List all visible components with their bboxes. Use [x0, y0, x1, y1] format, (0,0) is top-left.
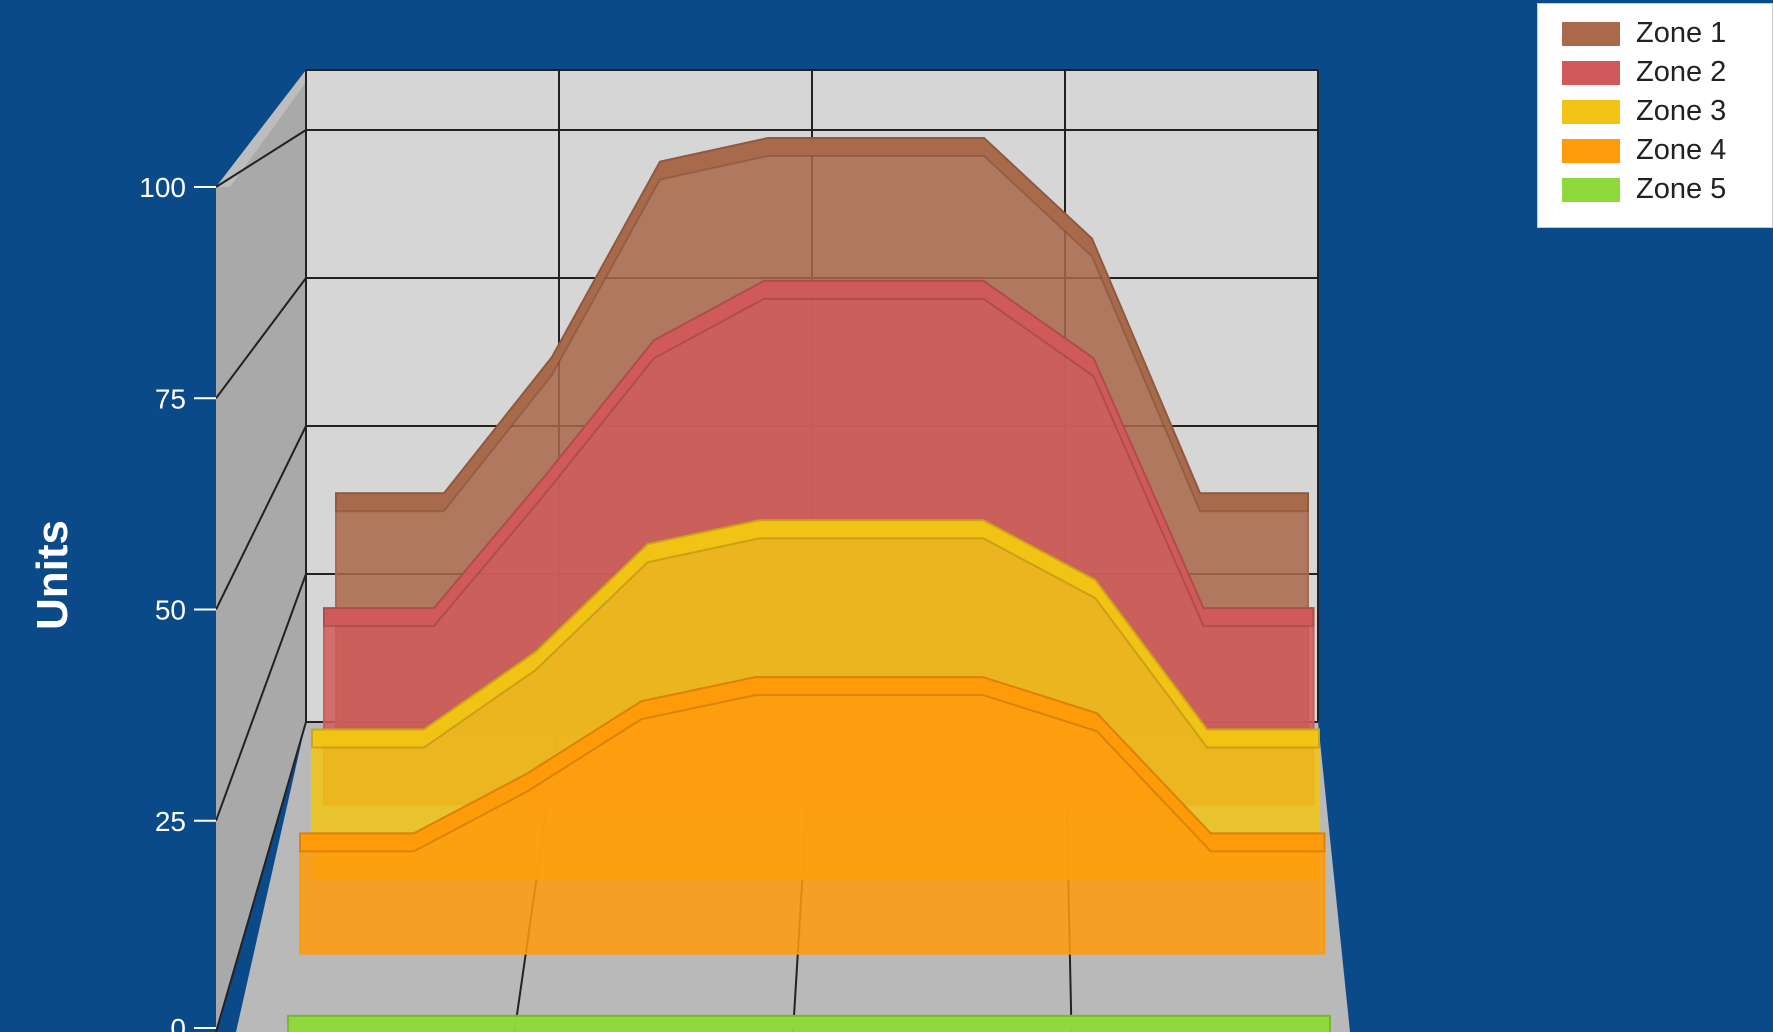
legend-label: Zone 5 [1636, 173, 1727, 205]
legend-label: Zone 1 [1636, 17, 1727, 49]
legend-label: Zone 2 [1636, 56, 1727, 88]
chart-series-layer [287, 137, 1331, 1032]
grid-line [215, 129, 307, 188]
legend-label: Zone 3 [1636, 95, 1727, 127]
legend-swatch-zone-4 [1562, 138, 1620, 163]
area-top-band [287, 1014, 1331, 1032]
y-tick-label: 50 [155, 595, 186, 626]
legend-swatch-zone-5 [1562, 177, 1620, 202]
legend-item: Zone 4 [1562, 131, 1772, 170]
side-wall [216, 70, 306, 1032]
grid-line [215, 425, 307, 610]
y-axis-title: Units [28, 520, 77, 630]
area-top-band [323, 279, 1315, 628]
legend-swatch-zone-1 [1562, 21, 1620, 46]
y-tick-label: 0 [170, 1013, 186, 1032]
y-tick-label: 25 [155, 806, 186, 837]
legend-swatch-zone-2 [1562, 60, 1620, 85]
legend-swatch-zone-3 [1562, 99, 1620, 124]
legend-label: Zone 4 [1636, 134, 1727, 166]
y-axis: 0 25 50 75 100 [139, 172, 216, 1032]
side-wall-edge [216, 70, 312, 187]
chart-legend: Zone 1 Zone 2 Zone 3 Zone 4 Zone 5 [1537, 3, 1773, 228]
series-zone-5 [287, 1014, 1331, 1032]
series-zone-4 [299, 676, 1326, 955]
area-top-band [311, 519, 1320, 749]
y-tick-label: 75 [155, 383, 186, 414]
legend-item: Zone 2 [1562, 53, 1772, 92]
area-top-band [299, 676, 1326, 853]
legend-item: Zone 1 [1562, 14, 1772, 53]
grid-line [215, 721, 307, 1032]
y-tick-label: 100 [139, 172, 186, 203]
grid-line [215, 277, 307, 399]
legend-item: Zone 5 [1562, 170, 1772, 209]
grid-line [215, 573, 307, 822]
legend-item: Zone 3 [1562, 92, 1772, 131]
area-top-band [335, 137, 1309, 513]
